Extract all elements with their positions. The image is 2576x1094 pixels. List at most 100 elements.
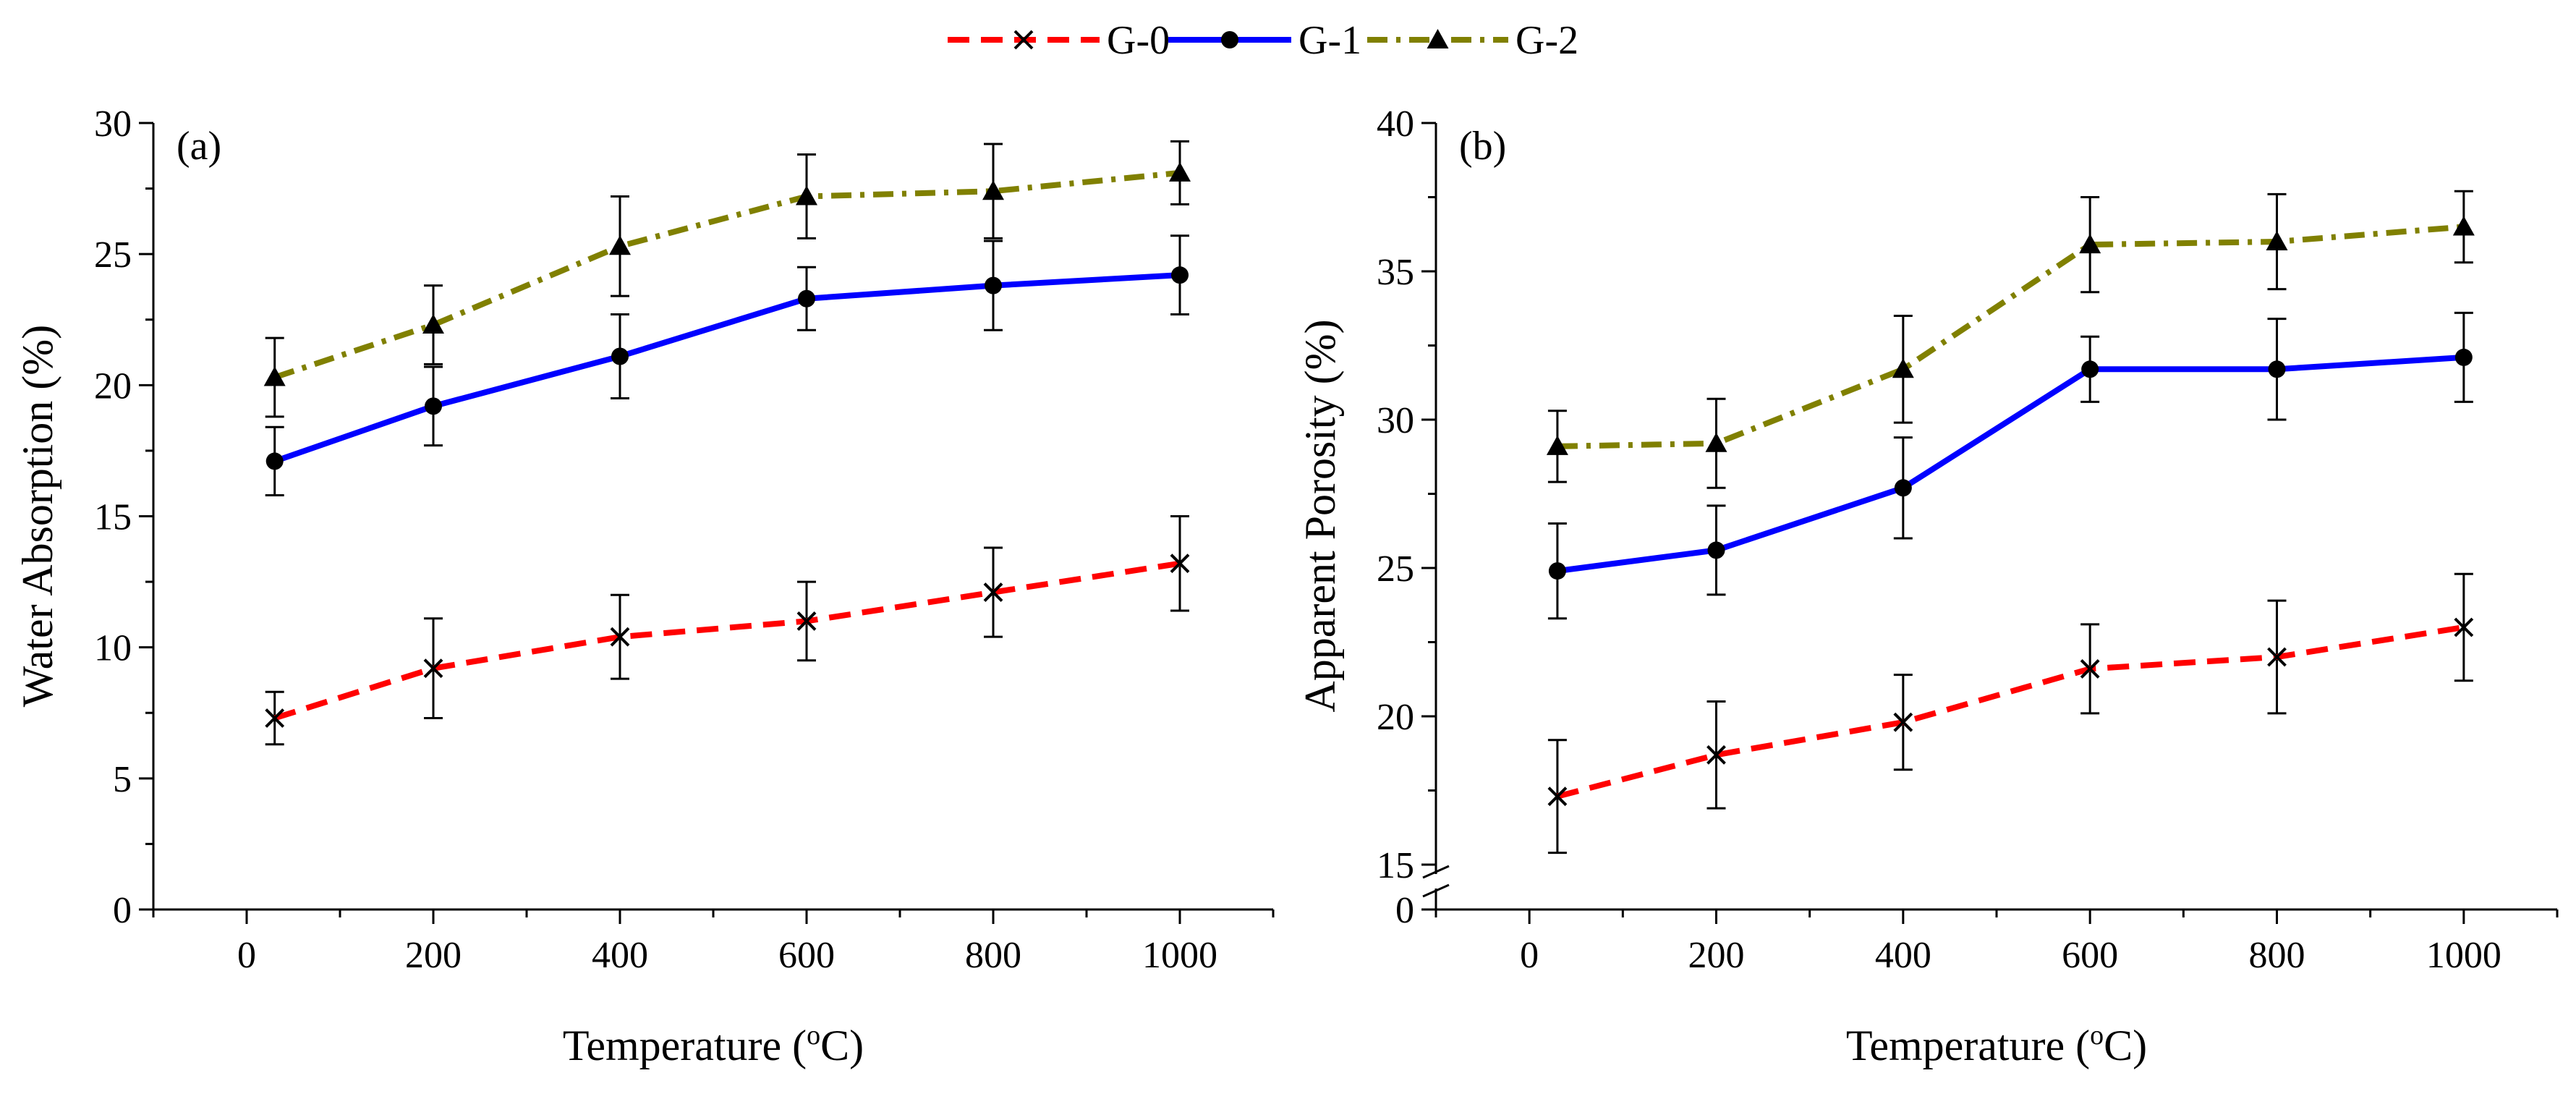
series-line [1556, 624, 2465, 800]
cross-stroke [1706, 745, 1726, 765]
legend-marker-triangle-icon [1427, 29, 1449, 48]
cross-stroke [1013, 30, 1034, 50]
data-point [2268, 360, 2286, 378]
legend-item-g-1: G-1 [1168, 18, 1361, 63]
cross-stroke [423, 658, 443, 679]
y-tick-label: 10 [94, 628, 132, 669]
chart-panel-b: 0 200 400 600 800 10001520253035400(b)Tempera… [1296, 103, 2559, 1069]
y-tick-label: 15 [94, 497, 132, 538]
data-point [263, 366, 286, 386]
legend: G-0 G-1 G-2 [948, 18, 1578, 63]
series-line [1557, 354, 2465, 574]
x-axis-title-sup: o [807, 1020, 820, 1051]
data-point [985, 276, 1002, 294]
legend-item-g-0: G-0 [948, 18, 1170, 63]
cross-stroke [1547, 786, 1568, 807]
y-tick-label: 35 [1377, 252, 1414, 293]
y-tick-label: 5 [113, 759, 132, 800]
series-line [273, 169, 1181, 381]
data-point [983, 582, 1003, 602]
data-point [1547, 786, 1568, 807]
data-point [1892, 358, 1914, 378]
y-tick-label: 25 [1377, 548, 1414, 590]
cross-stroke [796, 611, 817, 631]
cross-stroke [1893, 712, 1913, 732]
legend-label: G-2 [1516, 18, 1578, 63]
data-point [1546, 435, 1568, 455]
data-point [798, 289, 815, 308]
series-g-2 [1546, 190, 2475, 489]
cross-stroke [265, 708, 285, 728]
x-tick-label: 400 [592, 935, 648, 976]
x-tick-label: 600 [778, 935, 835, 976]
data-point [1894, 479, 1912, 497]
y-axis-title: Apparent Porosity (%) [1296, 319, 1344, 712]
axis-break-mark [1422, 865, 1450, 879]
series-g-0 [265, 515, 1190, 746]
x-axis-title: Temperature (oC) [1846, 1020, 2147, 1069]
series-line [273, 272, 1181, 465]
x-tick-label: 0 [1520, 935, 1539, 976]
data-point [2454, 348, 2473, 366]
cross-stroke [2267, 647, 2287, 667]
data-point [2454, 617, 2474, 637]
x-tick-label: 200 [1688, 935, 1745, 976]
y-tick-label: 25 [94, 234, 132, 276]
x-tick-label: 600 [2062, 935, 2118, 976]
cross-stroke [983, 582, 1003, 602]
cross-stroke [610, 627, 630, 647]
y-tick-label: 20 [1377, 697, 1414, 738]
data-point [2267, 647, 2287, 667]
axes: 0 200 400 600 800 1000 0 5 10 15 20 25 30 [94, 103, 1275, 976]
data-point [1705, 432, 1727, 452]
data-point [2081, 360, 2099, 378]
x-tick-label: 1000 [2426, 935, 2501, 976]
data-point [2452, 216, 2475, 236]
data-point [982, 180, 1004, 200]
data-point [1707, 541, 1725, 559]
y-tick-label-zero: 0 [1395, 890, 1414, 931]
data-point [265, 452, 284, 470]
cross-stroke [2080, 658, 2100, 679]
data-point [796, 611, 817, 631]
data-point [609, 235, 631, 255]
y-tick-label: 30 [94, 103, 132, 145]
data-point [610, 627, 630, 647]
legend-item-g-2: G-2 [1367, 18, 1578, 63]
data-point [2079, 234, 2101, 254]
data-point [1706, 745, 1726, 765]
x-axis-title-sup: o [2090, 1020, 2104, 1051]
data-point [1169, 161, 1191, 182]
series-g-1 [1547, 311, 2473, 620]
panel-label: (a) [177, 124, 221, 169]
data-point [1170, 554, 1190, 574]
chart-panel-a: 0 200 400 600 800 1000 0 5 10 15 20 25 30 (a) Temperat… [14, 103, 1275, 1069]
data-point [422, 313, 444, 334]
y-tick-label: 20 [94, 365, 132, 407]
x-axis-title-end: C) [2104, 1022, 2147, 1069]
data-point [1548, 562, 1566, 580]
series-g-0 [1547, 572, 2474, 855]
series-g-2 [263, 140, 1191, 418]
data-point [611, 347, 629, 365]
axis-break-mark [1422, 883, 1450, 898]
cross-stroke [2454, 617, 2474, 637]
data-point [1171, 266, 1189, 284]
series-g-1 [265, 234, 1189, 497]
data-point [2080, 658, 2100, 679]
data-point [1893, 712, 1913, 732]
data-point [423, 658, 443, 679]
x-tick-label: 0 [237, 935, 256, 976]
x-tick-label: 800 [2249, 935, 2305, 976]
data-point [425, 397, 442, 415]
series-line [273, 560, 1181, 721]
y-axis-title: Water Absorption (%) [14, 325, 61, 707]
x-axis-title: Temperature (oC) [563, 1020, 864, 1069]
x-axis-title-text: Temperature ( [1846, 1022, 2090, 1069]
data-point [2266, 231, 2288, 250]
y-tick-label: 0 [113, 890, 132, 931]
x-tick-label: 800 [965, 935, 1021, 976]
series-line [1557, 224, 2465, 449]
